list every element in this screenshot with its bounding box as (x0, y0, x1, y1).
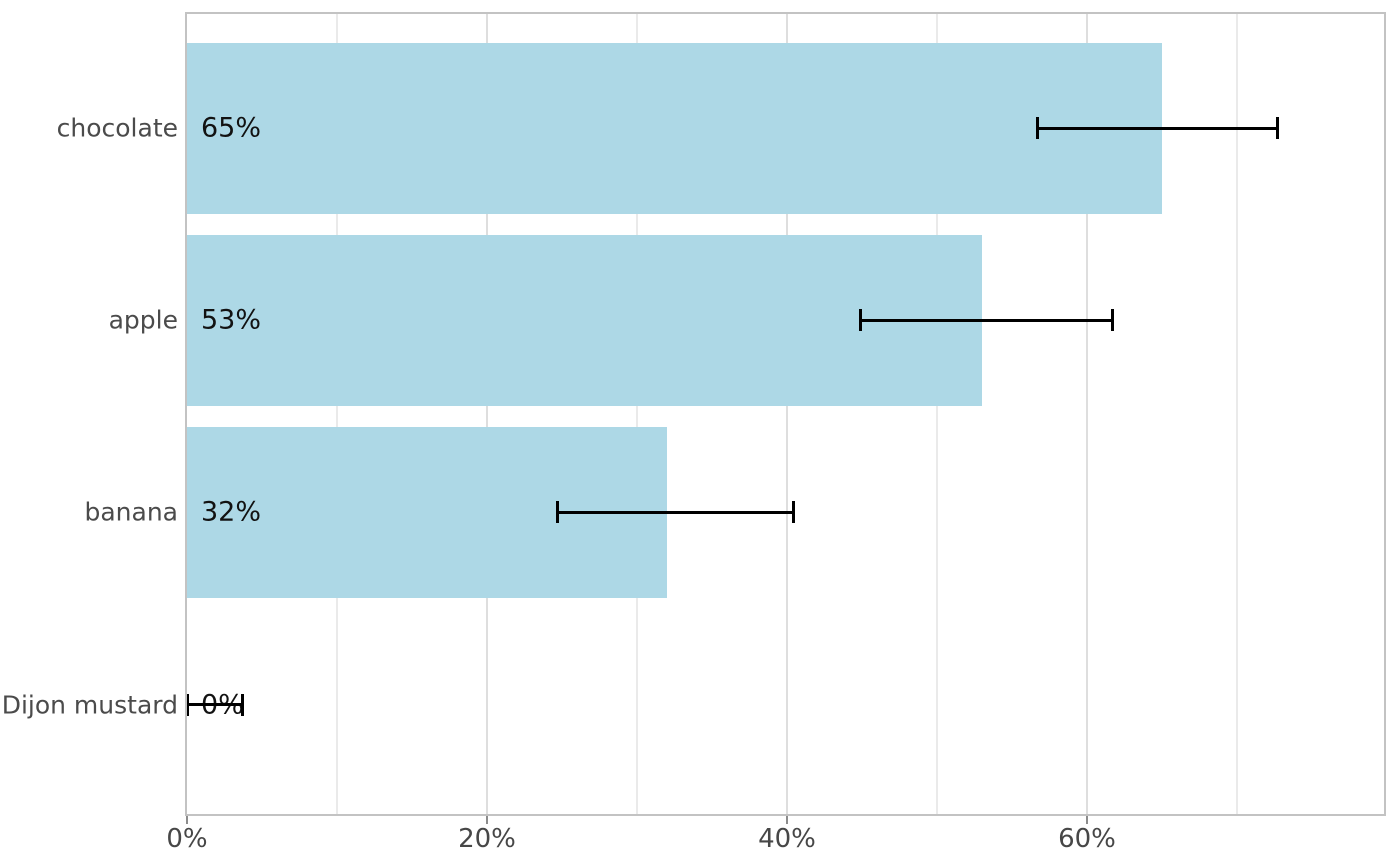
x-tick-label-40: 40% (758, 824, 816, 854)
x-tick-label-0: 0% (166, 824, 208, 854)
bar-chocolate (187, 42, 1162, 214)
error-bar-dijon-mustard (187, 703, 243, 707)
x-tick-mark-0 (186, 816, 188, 824)
category-label-chocolate: chocolate (56, 113, 178, 143)
x-tick-mark-60 (1086, 816, 1088, 824)
error-bar-apple (860, 318, 1113, 322)
gridline-major-40 (786, 14, 788, 814)
x-tick-mark-20 (486, 816, 488, 824)
value-label-chocolate: 65% (201, 112, 262, 144)
error-bar-cap-left-dijon-mustard (185, 693, 189, 716)
value-label-banana: 32% (201, 496, 262, 528)
error-bar-cap-right-chocolate (1276, 117, 1279, 139)
error-bar-cap-right-dijon-mustard (241, 693, 244, 716)
category-label-apple: apple (108, 305, 178, 335)
error-bar-cap-left-apple (859, 309, 862, 332)
error-bar-cap-right-apple (1111, 309, 1114, 332)
error-bar-cap-left-banana (556, 501, 559, 524)
x-tick-mark-40 (786, 816, 788, 824)
gridline-major-20 (486, 14, 488, 814)
error-bar-cap-left-chocolate (1036, 117, 1039, 139)
category-label-dijon-mustard: Dijon mustard (1, 690, 178, 720)
gridline-major-60 (1086, 14, 1088, 814)
error-bar-cap-right-banana (791, 501, 795, 524)
gridline-minor-50 (936, 14, 938, 814)
gridline-minor-10 (336, 14, 338, 814)
gridline-minor-30 (636, 14, 638, 814)
bar-apple (187, 234, 982, 406)
plot-panel: 65% 53% 32% 0% (185, 14, 1384, 814)
category-label-banana: banana (84, 497, 178, 527)
error-bar-banana (557, 510, 793, 514)
error-bar-chocolate (1037, 126, 1278, 130)
x-tick-label-20: 20% (458, 824, 516, 854)
value-label-apple: 53% (201, 304, 262, 336)
gridline-minor-70 (1236, 14, 1238, 814)
x-tick-label-60: 60% (1058, 824, 1116, 854)
